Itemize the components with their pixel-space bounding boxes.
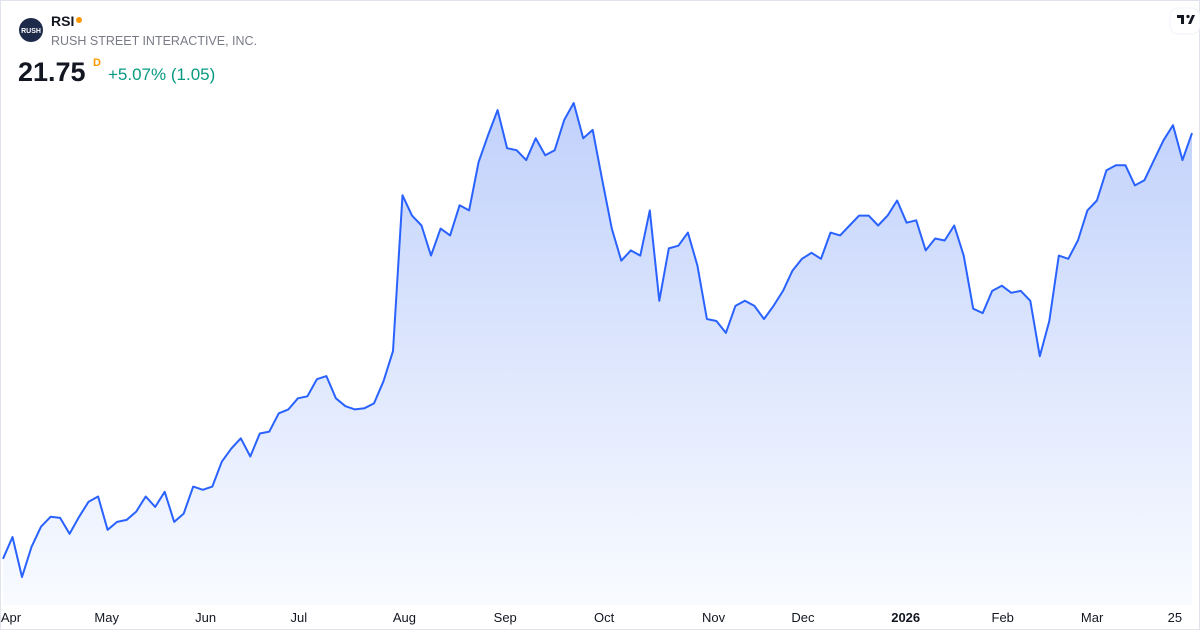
x-tick-label: Jun	[195, 610, 216, 625]
x-tick-label: Sep	[494, 610, 517, 625]
price: 21.75	[18, 57, 86, 87]
x-tick-label: Mar	[1081, 610, 1104, 625]
x-tick-label: Dec	[791, 610, 815, 625]
x-tick-label: Oct	[594, 610, 615, 625]
price-line	[2, 102, 1193, 578]
area-fill	[3, 103, 1192, 605]
logo	[19, 18, 43, 42]
interval: D	[93, 57, 101, 69]
x-tick-label: 25	[1168, 610, 1182, 625]
tv-logo	[1169, 7, 1200, 35]
status-dot	[76, 17, 82, 23]
x-tick-label: Feb	[992, 610, 1014, 625]
logo-text: RUSH	[21, 28, 41, 35]
change: +5.07% (1.05)	[108, 65, 215, 84]
symbol: RSI	[51, 13, 74, 29]
x-tick-label: May	[94, 610, 119, 625]
x-tick-label: Aug	[393, 610, 416, 625]
company-name: RUSH STREET INTERACTIVE, INC.	[51, 34, 257, 48]
x-tick-label: Apr	[1, 610, 22, 625]
x-tick-label: Jul	[291, 610, 308, 625]
plot-area	[2, 102, 1193, 605]
x-tick-label: Nov	[702, 610, 726, 625]
x-tick-label: 2026	[891, 610, 920, 625]
